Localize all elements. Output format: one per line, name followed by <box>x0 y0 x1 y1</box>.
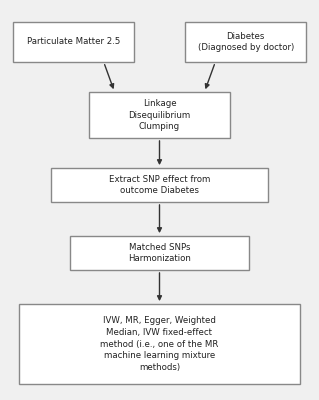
Text: Diabetes
(Diagnosed by doctor): Diabetes (Diagnosed by doctor) <box>197 32 294 52</box>
FancyBboxPatch shape <box>51 168 268 202</box>
FancyBboxPatch shape <box>89 92 230 138</box>
FancyBboxPatch shape <box>185 22 306 62</box>
Text: IVW, MR, Egger, Weighted
Median, IVW fixed-effect
method (i.e., one of the MR
ma: IVW, MR, Egger, Weighted Median, IVW fix… <box>100 316 219 372</box>
FancyBboxPatch shape <box>13 22 134 62</box>
Text: Extract SNP effect from
outcome Diabetes: Extract SNP effect from outcome Diabetes <box>109 174 210 196</box>
Text: Matched SNPs
Harmonization: Matched SNPs Harmonization <box>128 242 191 264</box>
Text: Linkage
Disequilibrium
Clumping: Linkage Disequilibrium Clumping <box>128 99 191 131</box>
Text: Particulate Matter 2.5: Particulate Matter 2.5 <box>27 38 120 46</box>
FancyBboxPatch shape <box>70 236 249 270</box>
FancyBboxPatch shape <box>19 304 300 384</box>
